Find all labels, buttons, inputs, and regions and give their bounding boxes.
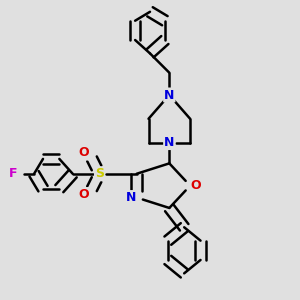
Text: N: N [164, 136, 175, 149]
Text: O: O [190, 179, 201, 192]
Text: S: S [95, 167, 104, 180]
Text: N: N [126, 191, 136, 204]
Text: F: F [9, 167, 18, 180]
Text: O: O [78, 188, 89, 201]
Text: N: N [164, 88, 175, 101]
Text: O: O [78, 146, 89, 160]
